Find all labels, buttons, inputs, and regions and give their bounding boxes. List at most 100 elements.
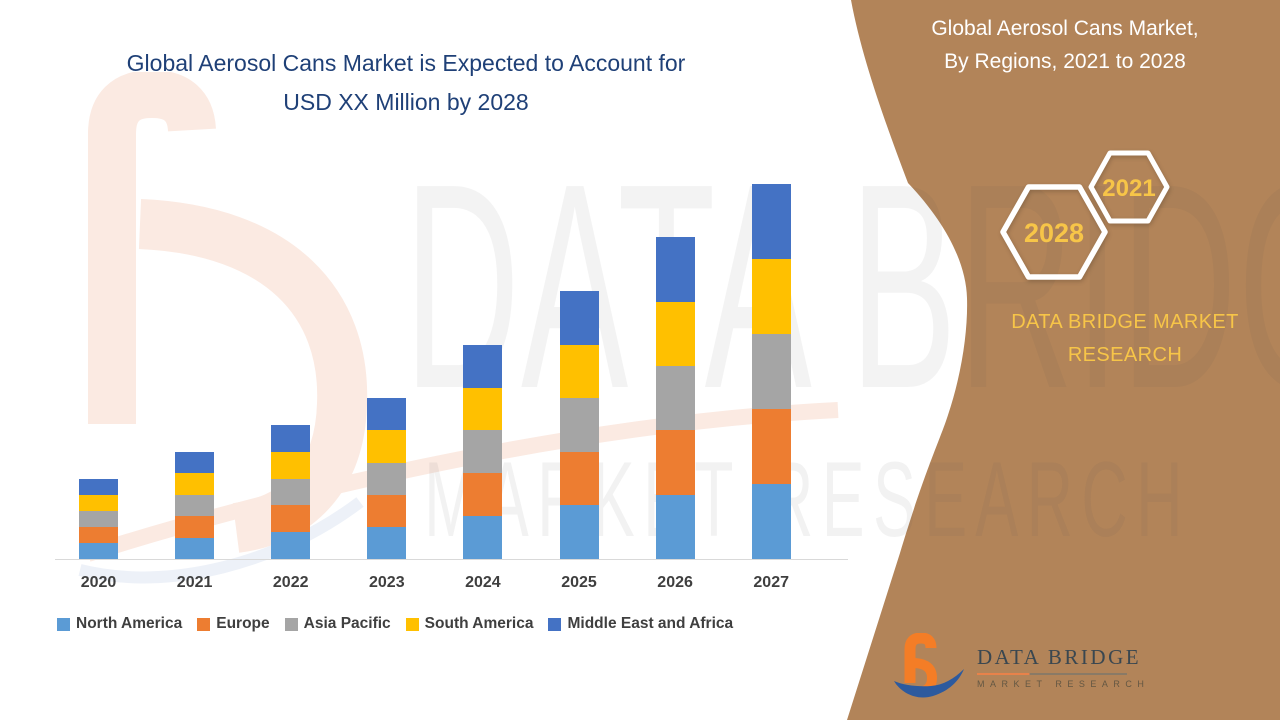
- bar-segment: [463, 473, 503, 517]
- bar-segment: [271, 532, 311, 559]
- legend-label: North America: [76, 615, 183, 632]
- bar-segment: [367, 526, 407, 559]
- bar-segment: [271, 505, 311, 533]
- x-axis-labels: 2020 2021 2022 2023 2024 2025 2026 2027: [55, 574, 845, 596]
- bar-segment: [655, 430, 695, 495]
- bar-segment: [655, 494, 695, 559]
- x-axis-label: 2026: [657, 574, 693, 591]
- bar-segment: [79, 494, 118, 511]
- logo-b-stem: [904, 633, 937, 683]
- hexagon-2021: [1088, 150, 1170, 224]
- footer-logo: DATA BRIDGE MARKET RESEARCH: [893, 633, 1149, 705]
- stacked-bar-2022: [271, 425, 311, 559]
- stacked-bar-2024: [463, 344, 503, 559]
- x-axis-line: [55, 559, 848, 560]
- hexagon-2028: [1000, 184, 1108, 280]
- x-axis-label: 2024: [465, 574, 501, 591]
- bar-segment: [271, 478, 311, 506]
- legend-label: Europe: [216, 615, 270, 632]
- bar-segment: [655, 366, 695, 431]
- footer-logo-text: DATA BRIDGE MARKET RESEARCH: [977, 633, 1149, 689]
- bar-segment: [655, 237, 695, 302]
- bar-segment: [751, 483, 791, 559]
- legend-item: North America: [57, 615, 182, 633]
- chart-title-line2: USD XX Million by 2028: [283, 89, 529, 115]
- legend-swatch: [548, 617, 562, 631]
- bar-segment: [367, 462, 407, 495]
- brand-text: DATA BRIDGE MARKET RESEARCH: [975, 306, 1275, 372]
- bar-segment: [463, 430, 503, 474]
- x-axis-label: 2021: [176, 574, 213, 591]
- bar-segment: [175, 516, 215, 538]
- hexagon-2028-label: 2028: [1024, 218, 1084, 248]
- bar-segment: [559, 505, 599, 559]
- bar-segment: [559, 291, 599, 345]
- logo-swoosh: [894, 669, 964, 698]
- bar-segment: [367, 430, 407, 463]
- brand-text-line2: RESEARCH: [1067, 344, 1183, 366]
- stacked-bar-2023: [367, 398, 407, 559]
- x-axis-label: 2023: [369, 574, 405, 591]
- bar-segment: [79, 510, 118, 527]
- legend-label: South America: [424, 615, 534, 632]
- bar-segment: [79, 542, 118, 559]
- year-hexagons: 2028 2021: [1000, 150, 1170, 280]
- bar-segment: [463, 516, 503, 559]
- bar-segment: [751, 258, 791, 334]
- bar-segment: [751, 333, 791, 409]
- data-bridge-logo-icon: [894, 633, 964, 698]
- brand-text-line1: DATA BRIDGE MARKET: [1011, 311, 1239, 333]
- bar-segment: [655, 301, 695, 367]
- bar-segment: [175, 451, 215, 474]
- legend-label: Asia Pacific: [303, 615, 391, 632]
- legend-item: Europe: [197, 615, 270, 633]
- stacked-bar-2027: [751, 183, 791, 559]
- stacked-bar-2021: [175, 451, 215, 559]
- side-panel-title-line2: By Regions, 2021 to 2028: [944, 50, 1186, 73]
- bar-segment: [463, 344, 503, 388]
- x-axis-label: 2022: [272, 574, 309, 591]
- bar-segment: [271, 425, 311, 452]
- footer-logo-title: DATA BRIDGE: [977, 645, 1142, 669]
- bar-segment: [751, 408, 791, 484]
- stacked-bar-2025: [559, 291, 599, 559]
- stacked-bar-2020: [79, 478, 118, 559]
- footer-logo-subtitle: MARKET RESEARCH: [977, 679, 1150, 689]
- legend-item: Middle East and Africa: [548, 615, 733, 633]
- bar-segment: [367, 398, 407, 431]
- bar-segment: [559, 451, 599, 506]
- bar-segment: [175, 473, 215, 495]
- legend-item: Asia Pacific: [284, 615, 391, 633]
- bar-segment: [271, 451, 311, 479]
- footer-logo-rule: [977, 673, 1127, 675]
- plot-area: [55, 150, 845, 560]
- legend-item: South America: [405, 615, 534, 633]
- chart-title: Global Aerosol Cans Market is Expected t…: [0, 44, 812, 122]
- bar-segment: [559, 344, 599, 399]
- legend-swatch: [405, 617, 419, 631]
- side-panel-title: Global Aerosol Cans Market, By Regions, …: [890, 12, 1240, 78]
- side-panel-shape: [847, 0, 1280, 720]
- bar-segment: [79, 526, 118, 543]
- side-panel-title-line1: Global Aerosol Cans Market,: [931, 17, 1199, 40]
- x-axis-label: 2027: [753, 574, 789, 591]
- bar-segment: [175, 537, 215, 559]
- legend-label: Middle East and Africa: [567, 615, 734, 632]
- bar-segment: [559, 398, 599, 452]
- x-axis-label: 2025: [561, 574, 597, 591]
- legend: North America Europe Asia Pacific South Ame…: [57, 615, 733, 633]
- x-axis-label: 2020: [80, 574, 117, 591]
- bar-segment: [463, 387, 503, 431]
- chart-title-line1: Global Aerosol Cans Market is Expected t…: [126, 50, 686, 76]
- hexagon-2021-label: 2021: [1102, 175, 1155, 202]
- bar-segment: [175, 494, 215, 517]
- bar-segment: [367, 494, 407, 527]
- legend-swatch: [57, 617, 70, 631]
- bar-segment: [79, 478, 118, 495]
- bar-segment: [751, 183, 791, 259]
- legend-swatch: [197, 617, 211, 631]
- stacked-bar-2026: [655, 237, 695, 559]
- legend-swatch: [284, 617, 298, 631]
